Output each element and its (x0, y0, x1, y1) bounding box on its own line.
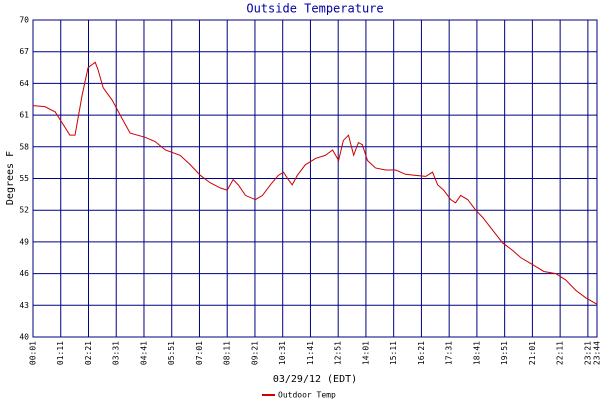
x-tick-label: 08:11 (223, 341, 232, 365)
x-tick-label: 14:01 (361, 341, 370, 365)
x-tick-label: 17:31 (445, 341, 454, 365)
x-tick-label: 09:21 (250, 341, 259, 365)
y-axis-label: Degrees F (5, 151, 16, 205)
x-tick-label: 15:11 (389, 341, 398, 365)
x-tick-label: 02:21 (84, 341, 93, 365)
x-tick-label: 10:31 (278, 341, 287, 365)
x-tick-label: 07:01 (195, 341, 204, 365)
x-tick-label: 00:01 (29, 341, 38, 365)
y-tick-label: 52 (19, 206, 29, 215)
legend-label: Outdoor Temp (278, 391, 336, 400)
x-tick-label: 22:11 (556, 341, 565, 365)
x-tick-label: 18:41 (472, 341, 481, 365)
x-tick-label: 21:01 (528, 341, 537, 365)
x-tick-label: 05:51 (167, 341, 176, 365)
y-tick-label: 58 (19, 142, 29, 151)
x-tick-label: 23:21 (583, 341, 592, 365)
x-axis-label: 03/29/12 (EDT) (273, 374, 357, 385)
y-tick-label: 67 (19, 47, 29, 56)
data-line (32, 61, 598, 305)
y-tick-label: 40 (19, 333, 29, 342)
chart-title: Outside Temperature (246, 2, 383, 16)
y-tick-label: 64 (19, 79, 29, 88)
x-tick-label: 23:44 (593, 341, 600, 365)
x-tick-label: 11:41 (306, 341, 315, 365)
x-tick-label: 01:11 (56, 341, 65, 365)
x-tick-label: 04:41 (139, 341, 148, 365)
x-tick-label: 12:51 (334, 341, 343, 365)
y-tick-label: 43 (19, 301, 29, 310)
x-tick-label: 19:51 (500, 341, 509, 365)
y-tick-label: 49 (19, 237, 29, 246)
y-tick-label: 46 (19, 269, 29, 278)
y-tick-label: 61 (19, 111, 29, 120)
x-tick-label: 03:31 (112, 341, 121, 365)
x-tick-label: 16:21 (417, 341, 426, 365)
y-tick-label: 70 (19, 16, 29, 25)
y-tick-label: 55 (19, 174, 29, 183)
